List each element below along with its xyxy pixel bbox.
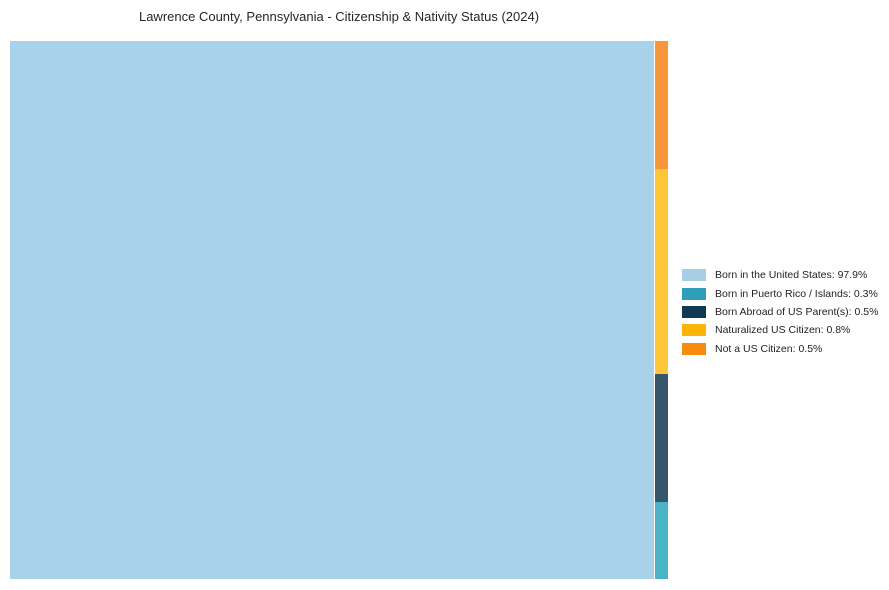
legend-item: Naturalized US Citizen: 0.8% (682, 321, 878, 339)
legend-item-label: Born Abroad of US Parent(s): 0.5% (715, 305, 879, 318)
legend-item-label: Naturalized US Citizen: 0.8% (715, 324, 851, 337)
legend-item: Born Abroad of US Parent(s): 0.5% (682, 303, 878, 321)
treemap-tile-born-in-us (10, 41, 655, 579)
legend-swatch-not-a-us-citizen (682, 342, 706, 355)
treemap-tile-born-in-puerto-rico (655, 502, 668, 579)
treemap-plot (10, 41, 668, 579)
legend: Born in the United States: 97.9% Born in… (682, 266, 878, 358)
legend-item: Not a US Citizen: 0.5% (682, 340, 878, 358)
treemap-tile-naturalized-us-citizen (655, 169, 668, 375)
chart-title: Lawrence County, Pennsylvania - Citizens… (138, 9, 540, 24)
legend-item-label: Born in Puerto Rico / Islands: 0.3% (715, 287, 878, 300)
treemap-tile-not-a-us-citizen (655, 41, 668, 170)
legend-swatch-born-abroad-us-parents (682, 305, 706, 318)
legend-swatch-naturalized-us-citizen (682, 324, 706, 337)
legend-item: Born in the United States: 97.9% (682, 266, 878, 284)
legend-swatch-born-in-puerto-rico (682, 287, 706, 300)
legend-item-label: Born in the United States: 97.9% (715, 269, 868, 282)
treemap-tile-born-abroad-us-parents (655, 374, 668, 503)
legend-item-label: Not a US Citizen: 0.5% (715, 342, 823, 355)
legend-item: Born in Puerto Rico / Islands: 0.3% (682, 284, 878, 302)
legend-swatch-born-in-us (682, 269, 706, 282)
treemap-strip (655, 41, 668, 579)
